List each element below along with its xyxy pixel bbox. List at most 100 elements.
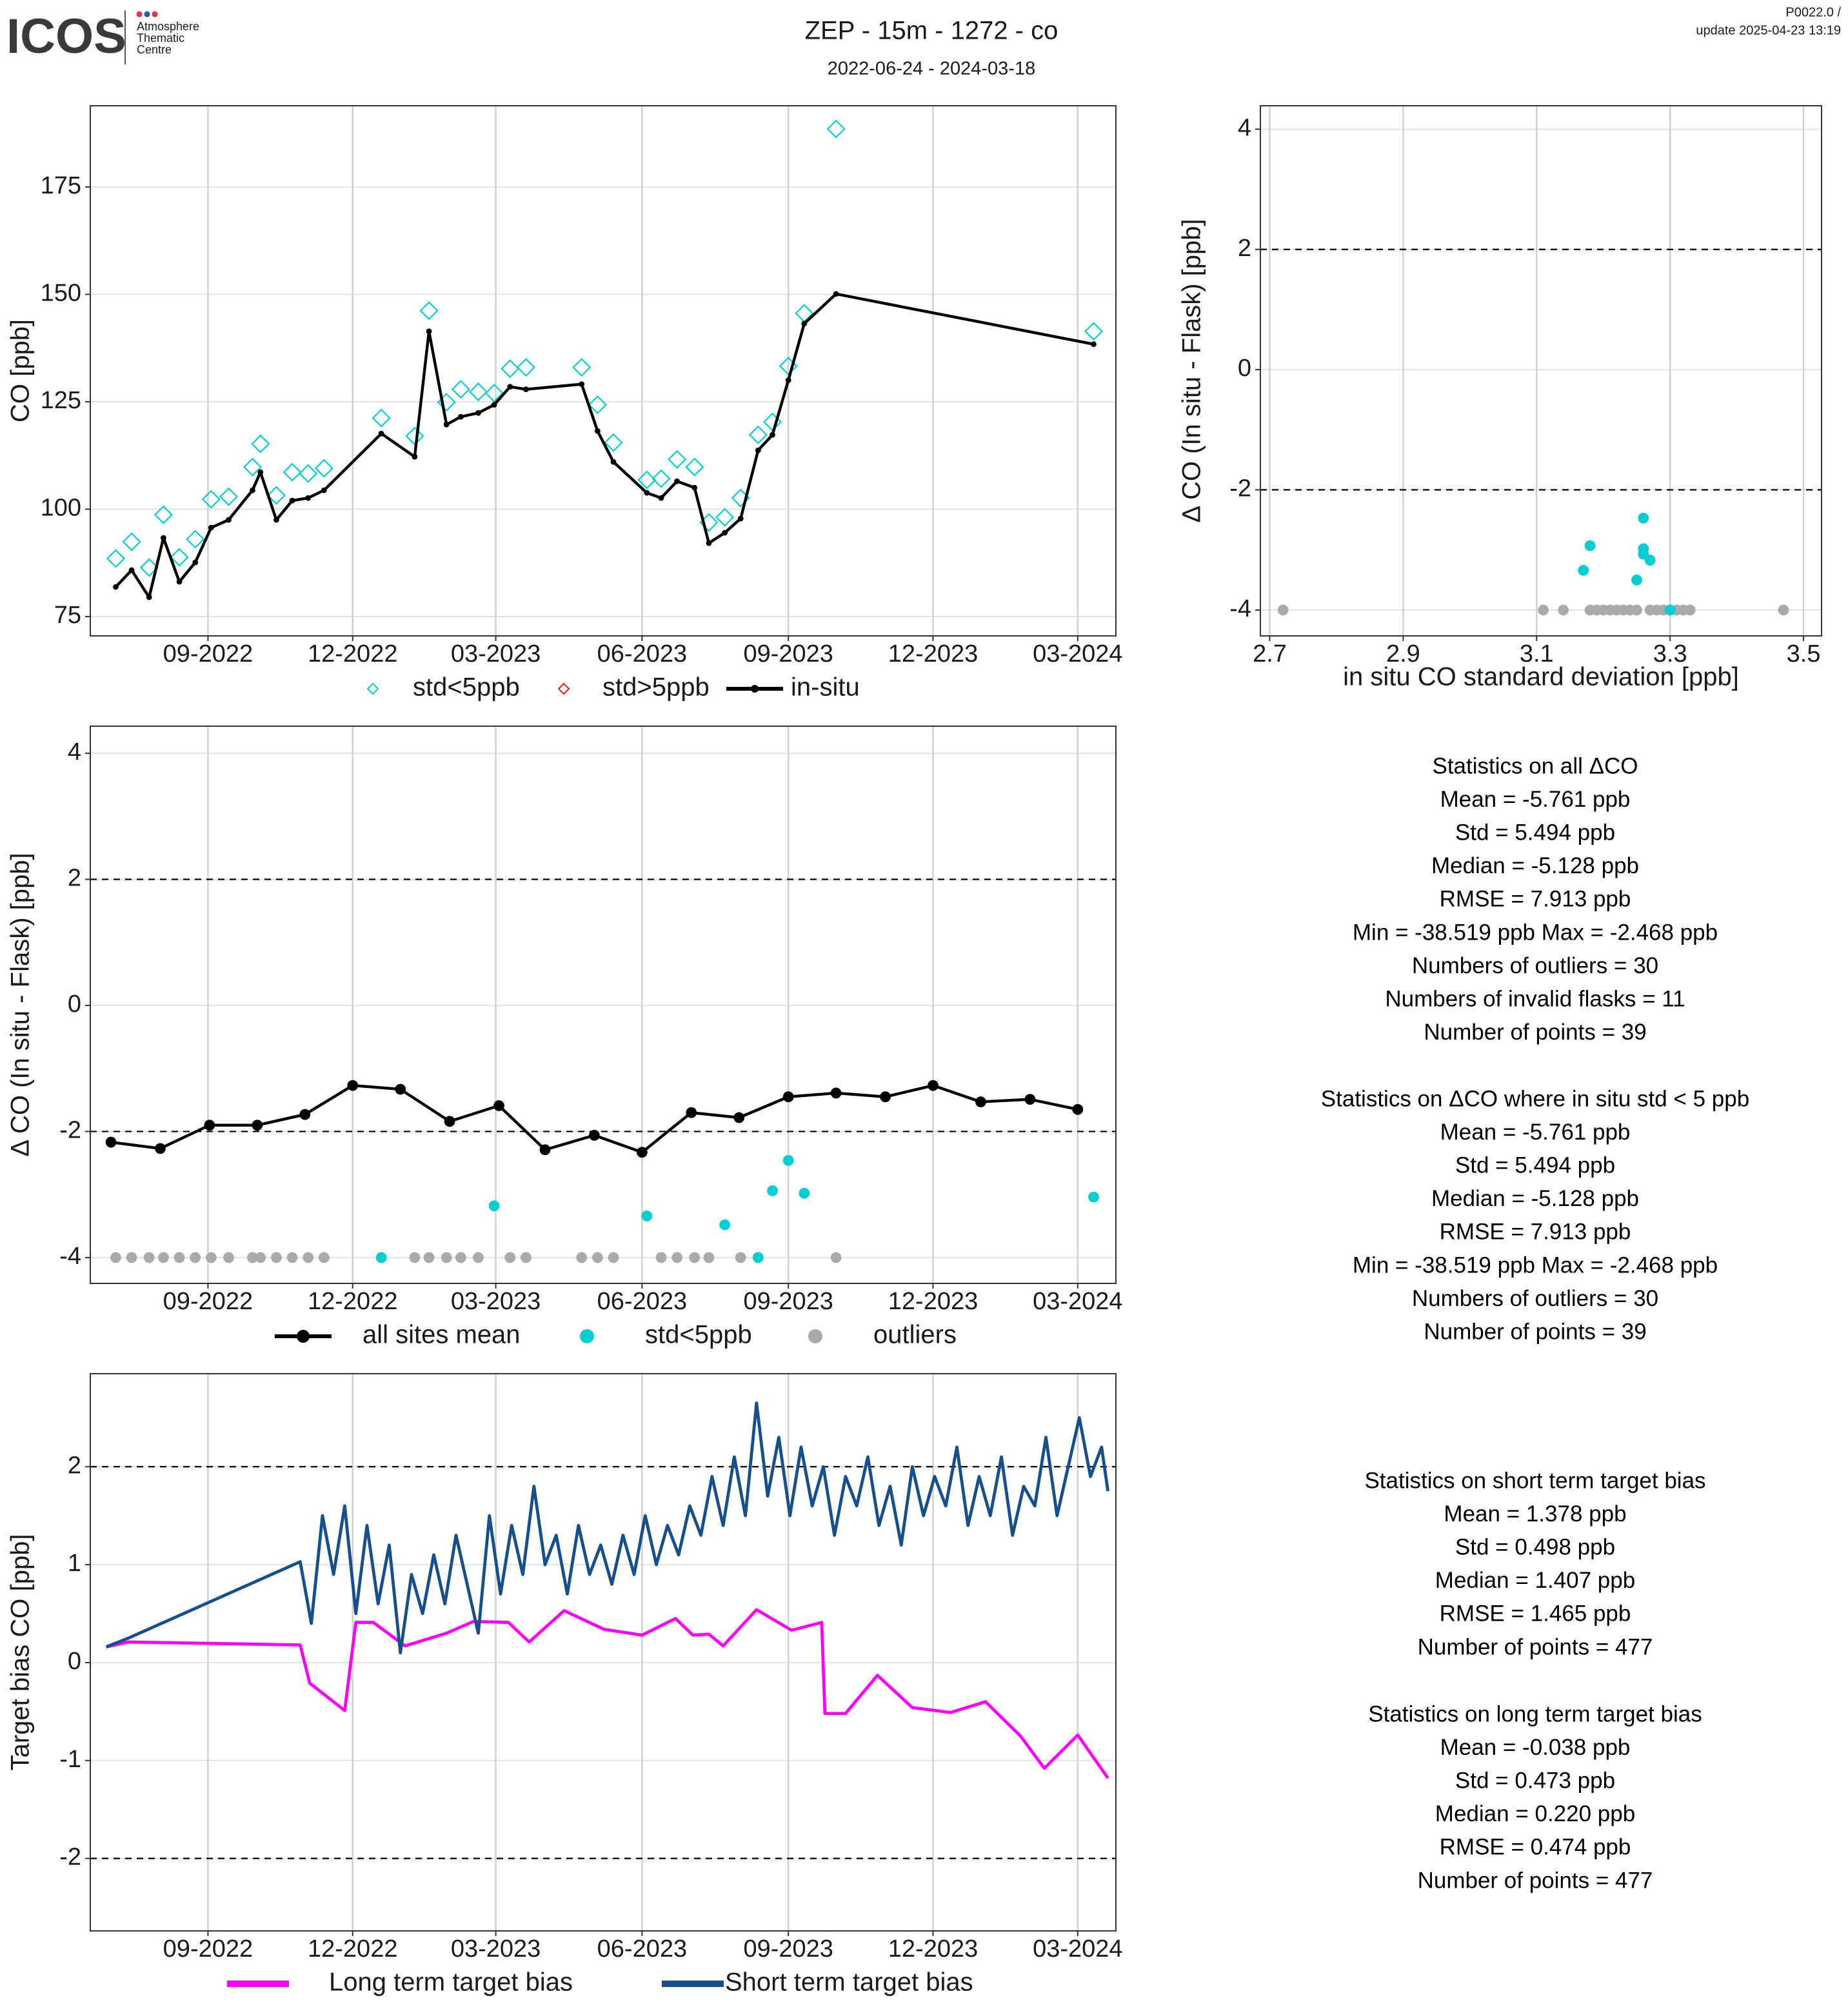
dot-marker — [1664, 604, 1676, 616]
dot-marker — [475, 410, 481, 416]
diamond-marker — [106, 549, 125, 568]
dot-marker — [208, 524, 214, 531]
stats-line: Number of points = 477 — [1418, 1634, 1653, 1659]
diamond-marker — [516, 358, 535, 377]
dot-marker — [160, 535, 166, 541]
dot-marker — [521, 1252, 532, 1263]
logo: ICOS — [6, 9, 126, 64]
x-tick-label: 06-2023 — [597, 1935, 687, 1963]
dot-marker — [1638, 512, 1649, 524]
dot-marker — [594, 428, 601, 434]
dot-marker — [128, 567, 135, 573]
dot-marker — [1684, 604, 1696, 616]
x-tick-label: 09-2023 — [743, 1935, 833, 1963]
y-tick-label: 100 — [41, 495, 81, 522]
dot-marker — [155, 1143, 166, 1154]
dot-marker — [286, 1252, 298, 1263]
dot-marker — [143, 1252, 155, 1263]
dot-marker — [703, 1252, 715, 1263]
diamond-marker — [668, 450, 687, 469]
stats-line: Min = -38.519 ppb Max = -2.468 ppb — [1353, 920, 1718, 945]
logo-dot — [136, 11, 143, 17]
x-tick-label: 03-2024 — [1033, 1288, 1122, 1315]
dot-marker — [375, 1252, 387, 1263]
dot-marker — [928, 1080, 939, 1091]
dot-marker — [719, 1219, 730, 1231]
stats-line: Median = -5.128 ppb — [1431, 1186, 1639, 1211]
stats-line: RMSE = 7.913 ppb — [1440, 887, 1631, 912]
y-tick-label: 150 — [41, 279, 81, 306]
y-tick-label: -2 — [59, 1844, 81, 1871]
x-tick-label: 12-2023 — [888, 640, 978, 667]
dot-marker — [655, 1252, 667, 1263]
y-tick-label: -1 — [59, 1746, 81, 1773]
plot-border — [90, 1373, 1117, 1932]
dot-marker — [204, 1120, 215, 1131]
diamond-marker — [283, 462, 302, 482]
dot-marker — [105, 1136, 117, 1148]
dot-marker — [689, 1252, 700, 1263]
dot-marker — [576, 1252, 588, 1263]
dot-marker — [192, 559, 199, 566]
diamond-marker — [685, 457, 704, 477]
plot-border — [90, 726, 1117, 1284]
x-tick-label: 03-2024 — [1033, 1935, 1122, 1963]
diamond-marker — [299, 464, 318, 483]
dot-marker — [785, 377, 791, 384]
plot-area — [90, 106, 1116, 636]
y-tick-label: 1 — [68, 1550, 81, 1577]
diamond-marker — [1084, 322, 1104, 341]
y-tick-label: 0 — [68, 1648, 81, 1675]
x-tick-label: 2.7 — [1253, 640, 1287, 667]
x-tick-label: 03-2023 — [451, 640, 541, 667]
dot-marker — [174, 1252, 185, 1263]
logo-text: Atmosphere — [137, 20, 199, 33]
x-tick-label: 06-2023 — [597, 1288, 687, 1315]
dot-marker — [271, 1252, 282, 1263]
stats-title: Statistics on all ΔCO — [1432, 753, 1638, 778]
y-tick-label: 2 — [68, 1452, 81, 1479]
dot-marker — [226, 517, 232, 523]
y-tick-label: 2 — [68, 865, 81, 892]
dot-marker — [755, 447, 761, 453]
plot-border — [90, 105, 1117, 637]
x-tick-label: 3.3 — [1653, 640, 1687, 667]
diamond-marker — [501, 359, 520, 379]
dot-marker — [347, 1080, 359, 1091]
legend-label: std<5ppb — [645, 1321, 752, 1349]
dot-marker — [255, 1252, 266, 1263]
dot-marker — [299, 1109, 311, 1120]
dot-marker — [1631, 574, 1642, 586]
y-axis-title: Target bias CO [ppb] — [6, 1534, 35, 1771]
dot-marker — [289, 497, 295, 504]
stats-line: Median = 0.220 ppb — [1435, 1801, 1635, 1826]
y-tick-label: 75 — [54, 602, 81, 629]
dot-marker — [455, 1252, 466, 1263]
diamond-marker — [186, 529, 205, 549]
legend-label: std<5ppb — [413, 673, 520, 702]
dot-marker — [493, 1100, 504, 1111]
x-tick-label: 09-2023 — [743, 640, 833, 667]
x-tick-label: 09-2022 — [163, 1935, 253, 1963]
dot-marker — [1277, 604, 1289, 616]
y-axis-title: Δ CO (In situ - Flask) [ppb] — [6, 853, 35, 1156]
stats-line: Std = 0.473 ppb — [1455, 1768, 1615, 1793]
logo-dot — [152, 11, 158, 17]
x-tick-label: 12-2022 — [308, 640, 397, 667]
dot-marker — [441, 1252, 452, 1263]
dot-marker — [706, 540, 712, 546]
plot-border — [1260, 105, 1822, 637]
dot-marker — [157, 1252, 169, 1263]
dot-marker — [423, 1252, 435, 1263]
diamond-marker — [372, 408, 391, 428]
version: P0022.0 / — [1785, 5, 1841, 19]
dot-marker — [1778, 604, 1789, 616]
dot-marker — [1538, 604, 1549, 616]
x-tick-label: 2.9 — [1386, 640, 1420, 667]
y-tick-label: -2 — [59, 1116, 81, 1143]
dot-marker — [395, 1083, 406, 1095]
dot-marker — [110, 1252, 121, 1263]
dot-marker — [579, 381, 585, 388]
dot-marker — [113, 584, 119, 590]
stats-title: Statistics on ΔCO where in situ std < 5 … — [1321, 1086, 1749, 1111]
